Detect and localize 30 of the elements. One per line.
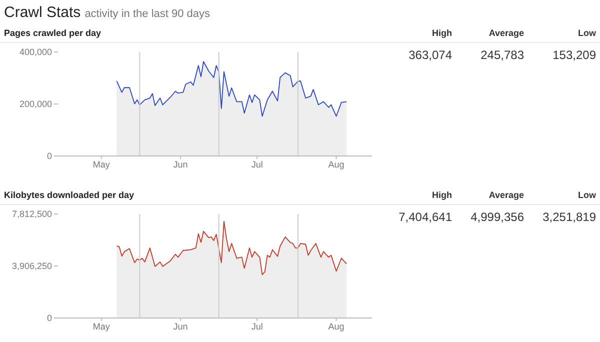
text: 245,783 — [480, 48, 524, 62]
category-label: High — [431, 28, 452, 38]
text: 3,251,819 — [542, 210, 596, 224]
y-tick-label: 0 — [46, 151, 52, 162]
text: activity in the last 90 days — [84, 8, 210, 20]
chart-title: Kilobytes downloaded per day — [4, 190, 134, 200]
x-tick-label: May — [92, 159, 110, 170]
x-tick-label: Aug — [328, 321, 344, 332]
category-label: Low — [577, 190, 596, 200]
chart-title: Pages crawled per day — [4, 28, 102, 38]
y-tick-label: 7,812,500 — [12, 209, 52, 220]
text: 4,999,356 — [470, 210, 524, 224]
y-tick-label: 400,000 — [19, 47, 52, 58]
y-tick-label: 200,000 — [19, 99, 52, 110]
x-tick-label: Jul — [251, 321, 263, 332]
text: 363,074 — [408, 48, 452, 62]
x-tick-label: Aug — [328, 159, 344, 170]
y-tick-label: 0 — [46, 313, 52, 324]
category-label: Average — [488, 28, 524, 38]
category-label: Average — [488, 190, 524, 200]
text: 7,404,641 — [398, 210, 452, 224]
x-tick-label: Jul — [251, 159, 263, 170]
text: Crawl Stats — [4, 4, 81, 21]
y-tick-label: 3,906,250 — [12, 261, 52, 272]
category-label: High — [431, 190, 452, 200]
text: 153,209 — [552, 48, 596, 62]
x-tick-label: May — [92, 321, 110, 332]
x-tick-label: Jun — [173, 159, 188, 170]
x-tick-label: Jun — [173, 321, 188, 332]
category-label: Low — [577, 28, 596, 38]
